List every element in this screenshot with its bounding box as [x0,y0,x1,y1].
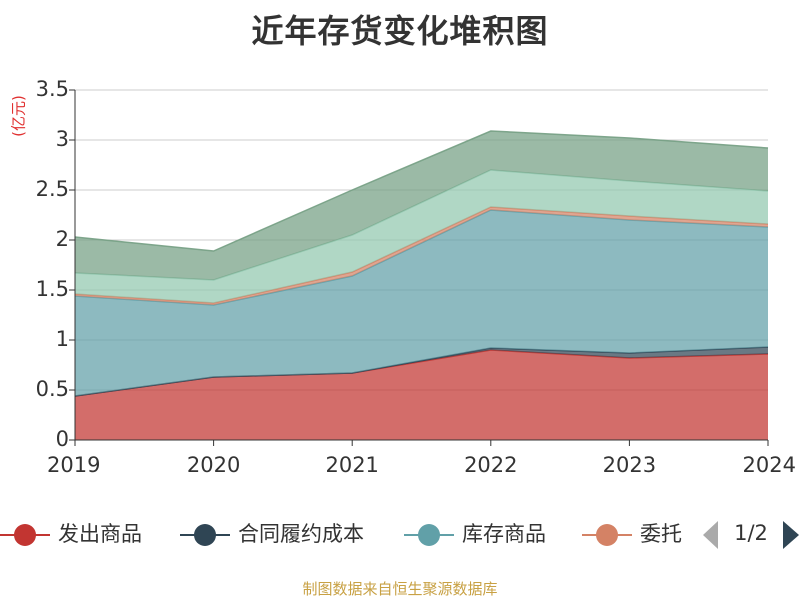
area-series-0 [75,350,768,440]
area-series-4 [75,170,768,303]
x-tick-label: 2019 [47,453,100,477]
chart-title: 近年存货变化堆积图 [251,12,549,50]
area-series-line-5 [74,130,769,252]
legend-item-0[interactable]: 发出商品 [0,522,142,546]
legend-page-indicator: 1/2 [734,521,768,545]
area-series-5 [75,131,768,280]
legend-item-2[interactable]: 库存商品 [404,522,546,546]
legend-item-1[interactable]: 合同履约成本 [180,522,364,546]
legend-marker [596,524,618,546]
legend-label: 发出商品 [58,522,142,546]
y-tick-labels: 0 0.5 1 1.5 2 2.5 3 3.5 [36,77,75,451]
y-tick-label: 0 [56,427,69,451]
y-tick-label: 1.5 [36,277,69,301]
legend-label: 合同履约成本 [238,522,364,546]
area-series-2 [75,210,768,396]
legend-pager: 1/2 [703,521,799,549]
area-series [74,130,769,440]
y-axis-unit-label: (亿元) [10,95,28,137]
x-tick-label: 2024 [743,453,796,477]
x-tick-label: 2021 [325,453,378,477]
legend-marker [194,524,216,546]
x-tick-label: 2023 [603,453,656,477]
legend-marker [418,524,440,546]
y-tick-label: 3 [56,127,69,151]
legend-next-icon[interactable] [783,521,799,549]
x-tick-label: 2020 [187,453,240,477]
legend-prev-icon[interactable] [703,521,718,549]
x-tick-labels: 2019 2020 2021 2022 2023 2024 [47,440,796,477]
legend: 发出商品 合同履约成本 库存商品 委托 [0,522,682,546]
y-tick-label: 0.5 [36,377,69,401]
data-source-note: 制图数据来自恒生聚源数据库 [302,580,498,598]
y-tick-label: 1 [56,327,69,351]
axes [74,90,768,441]
y-tick-label: 3.5 [36,77,69,101]
y-tick-label: 2.5 [36,177,69,201]
legend-label: 委托 [640,522,682,546]
y-tick-label: 2 [56,227,69,251]
area-series-1 [75,347,768,396]
x-tick-label: 2022 [464,453,517,477]
legend-marker [14,524,36,546]
legend-item-3[interactable]: 委托 [582,522,682,546]
legend-label: 库存商品 [462,522,546,546]
